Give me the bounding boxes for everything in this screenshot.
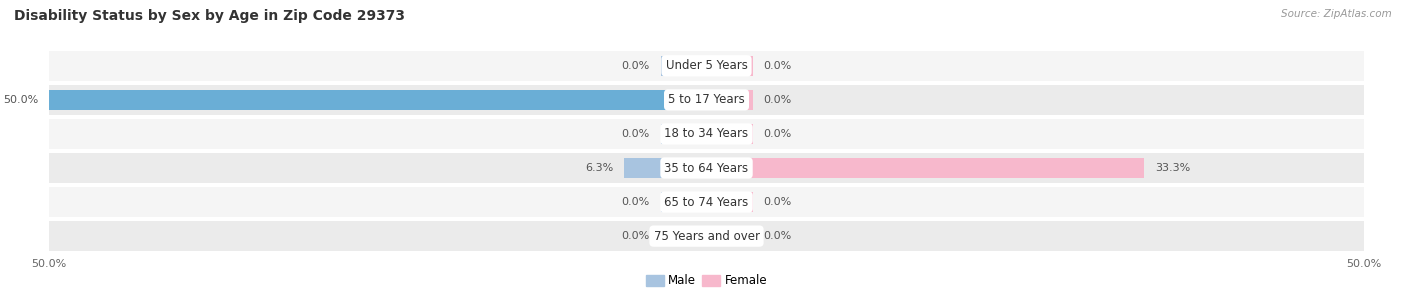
Bar: [707, 56, 752, 76]
Text: 6.3%: 6.3%: [585, 163, 613, 173]
Bar: [707, 192, 752, 212]
Bar: [661, 226, 707, 246]
Bar: [707, 158, 1144, 178]
Bar: [49, 90, 707, 110]
Text: 0.0%: 0.0%: [621, 129, 650, 139]
Bar: [49, 119, 1364, 149]
Text: Source: ZipAtlas.com: Source: ZipAtlas.com: [1281, 9, 1392, 19]
Bar: [661, 56, 707, 76]
Legend: Male, Female: Male, Female: [641, 270, 772, 292]
Text: 0.0%: 0.0%: [621, 61, 650, 71]
Bar: [49, 85, 1364, 115]
Text: 0.0%: 0.0%: [763, 231, 792, 241]
Bar: [661, 192, 707, 212]
Bar: [707, 124, 752, 144]
Bar: [49, 187, 1364, 217]
Text: 35 to 64 Years: 35 to 64 Years: [665, 162, 748, 174]
Text: 5 to 17 Years: 5 to 17 Years: [668, 93, 745, 106]
Text: 65 to 74 Years: 65 to 74 Years: [665, 196, 748, 209]
Text: 0.0%: 0.0%: [763, 129, 792, 139]
Text: Disability Status by Sex by Age in Zip Code 29373: Disability Status by Sex by Age in Zip C…: [14, 9, 405, 23]
Bar: [661, 124, 707, 144]
Bar: [707, 226, 752, 246]
Text: 0.0%: 0.0%: [621, 197, 650, 207]
Bar: [49, 51, 1364, 81]
Bar: [707, 90, 752, 110]
Text: 0.0%: 0.0%: [763, 197, 792, 207]
Bar: [624, 158, 707, 178]
Bar: [49, 221, 1364, 251]
Text: Under 5 Years: Under 5 Years: [665, 59, 748, 72]
Text: 33.3%: 33.3%: [1154, 163, 1189, 173]
Text: 75 Years and over: 75 Years and over: [654, 230, 759, 242]
Text: 50.0%: 50.0%: [3, 95, 39, 105]
Text: 0.0%: 0.0%: [621, 231, 650, 241]
Bar: [49, 153, 1364, 183]
Text: 0.0%: 0.0%: [763, 95, 792, 105]
Text: 18 to 34 Years: 18 to 34 Years: [665, 127, 748, 140]
Text: 0.0%: 0.0%: [763, 61, 792, 71]
